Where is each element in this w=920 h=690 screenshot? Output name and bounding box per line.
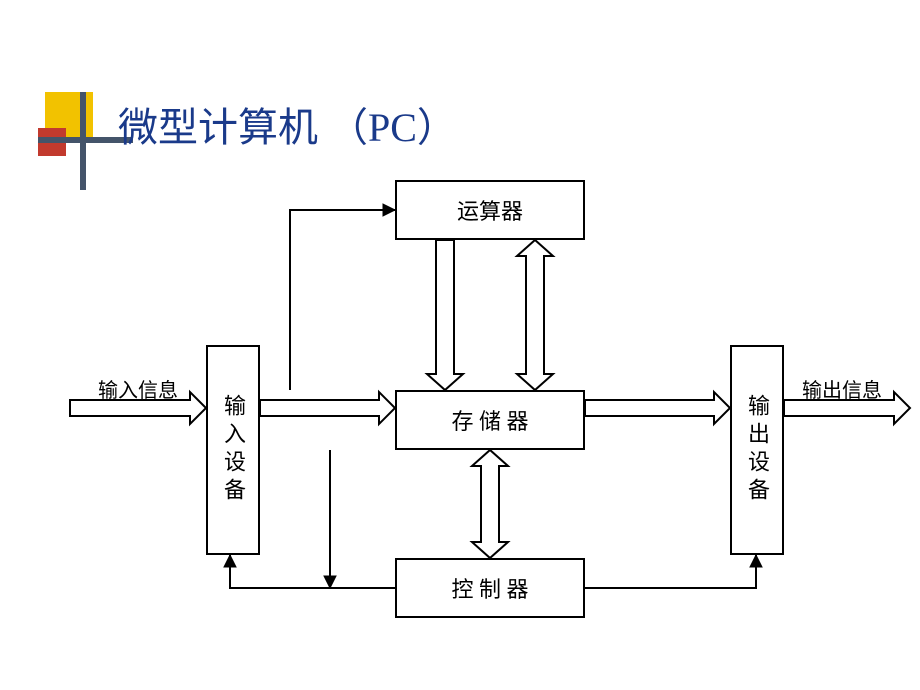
diagram-arrows bbox=[0, 0, 920, 690]
